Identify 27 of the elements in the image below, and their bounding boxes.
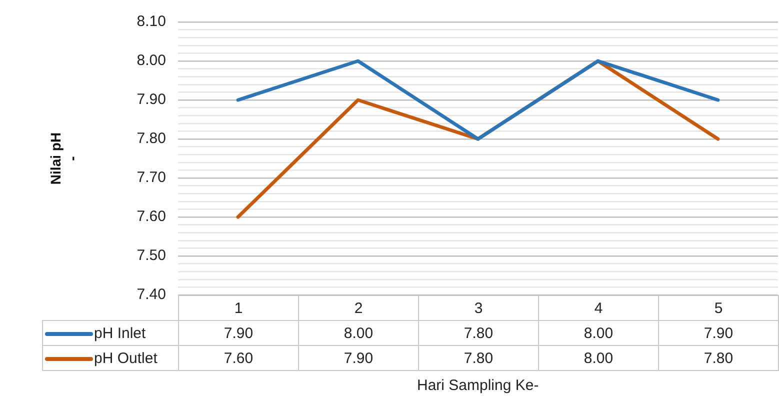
y-tick-label: 8.00 — [136, 52, 166, 70]
data-label: 8.00 — [298, 320, 418, 346]
data-label: 7.90 — [658, 320, 778, 346]
x-tick-label: 5 — [658, 296, 778, 320]
y-axis-title: Nilai pH - — [47, 132, 80, 185]
legend-label: pH Outlet — [42, 346, 178, 370]
data-label: 8.00 — [538, 320, 658, 346]
data-label: 7.80 — [418, 320, 538, 346]
data-label: 7.80 — [418, 346, 538, 370]
y-tick-label: 7.50 — [136, 247, 166, 264]
x-tick-label: 1 — [178, 296, 298, 320]
y-tick-label: 7.80 — [136, 130, 166, 148]
y-tick-label: 8.10 — [136, 13, 166, 30]
x-tick-label: 3 — [418, 296, 538, 320]
y-tick-label: 7.40 — [136, 286, 166, 304]
data-label: 7.90 — [298, 346, 418, 370]
y-tick-label: 7.70 — [136, 169, 166, 186]
data-label: 8.00 — [538, 346, 658, 370]
y-tick-label: 7.90 — [136, 91, 166, 108]
x-tick-label: 4 — [538, 296, 658, 320]
x-tick-label: 2 — [298, 296, 418, 320]
legend-label: pH Inlet — [42, 320, 178, 346]
data-label: 7.80 — [658, 346, 778, 370]
data-label: 7.60 — [178, 346, 298, 370]
data-label: 7.90 — [178, 320, 298, 346]
y-tick-label: 7.60 — [136, 208, 166, 226]
x-axis-title: Hari Sampling Ke- — [417, 377, 539, 394]
